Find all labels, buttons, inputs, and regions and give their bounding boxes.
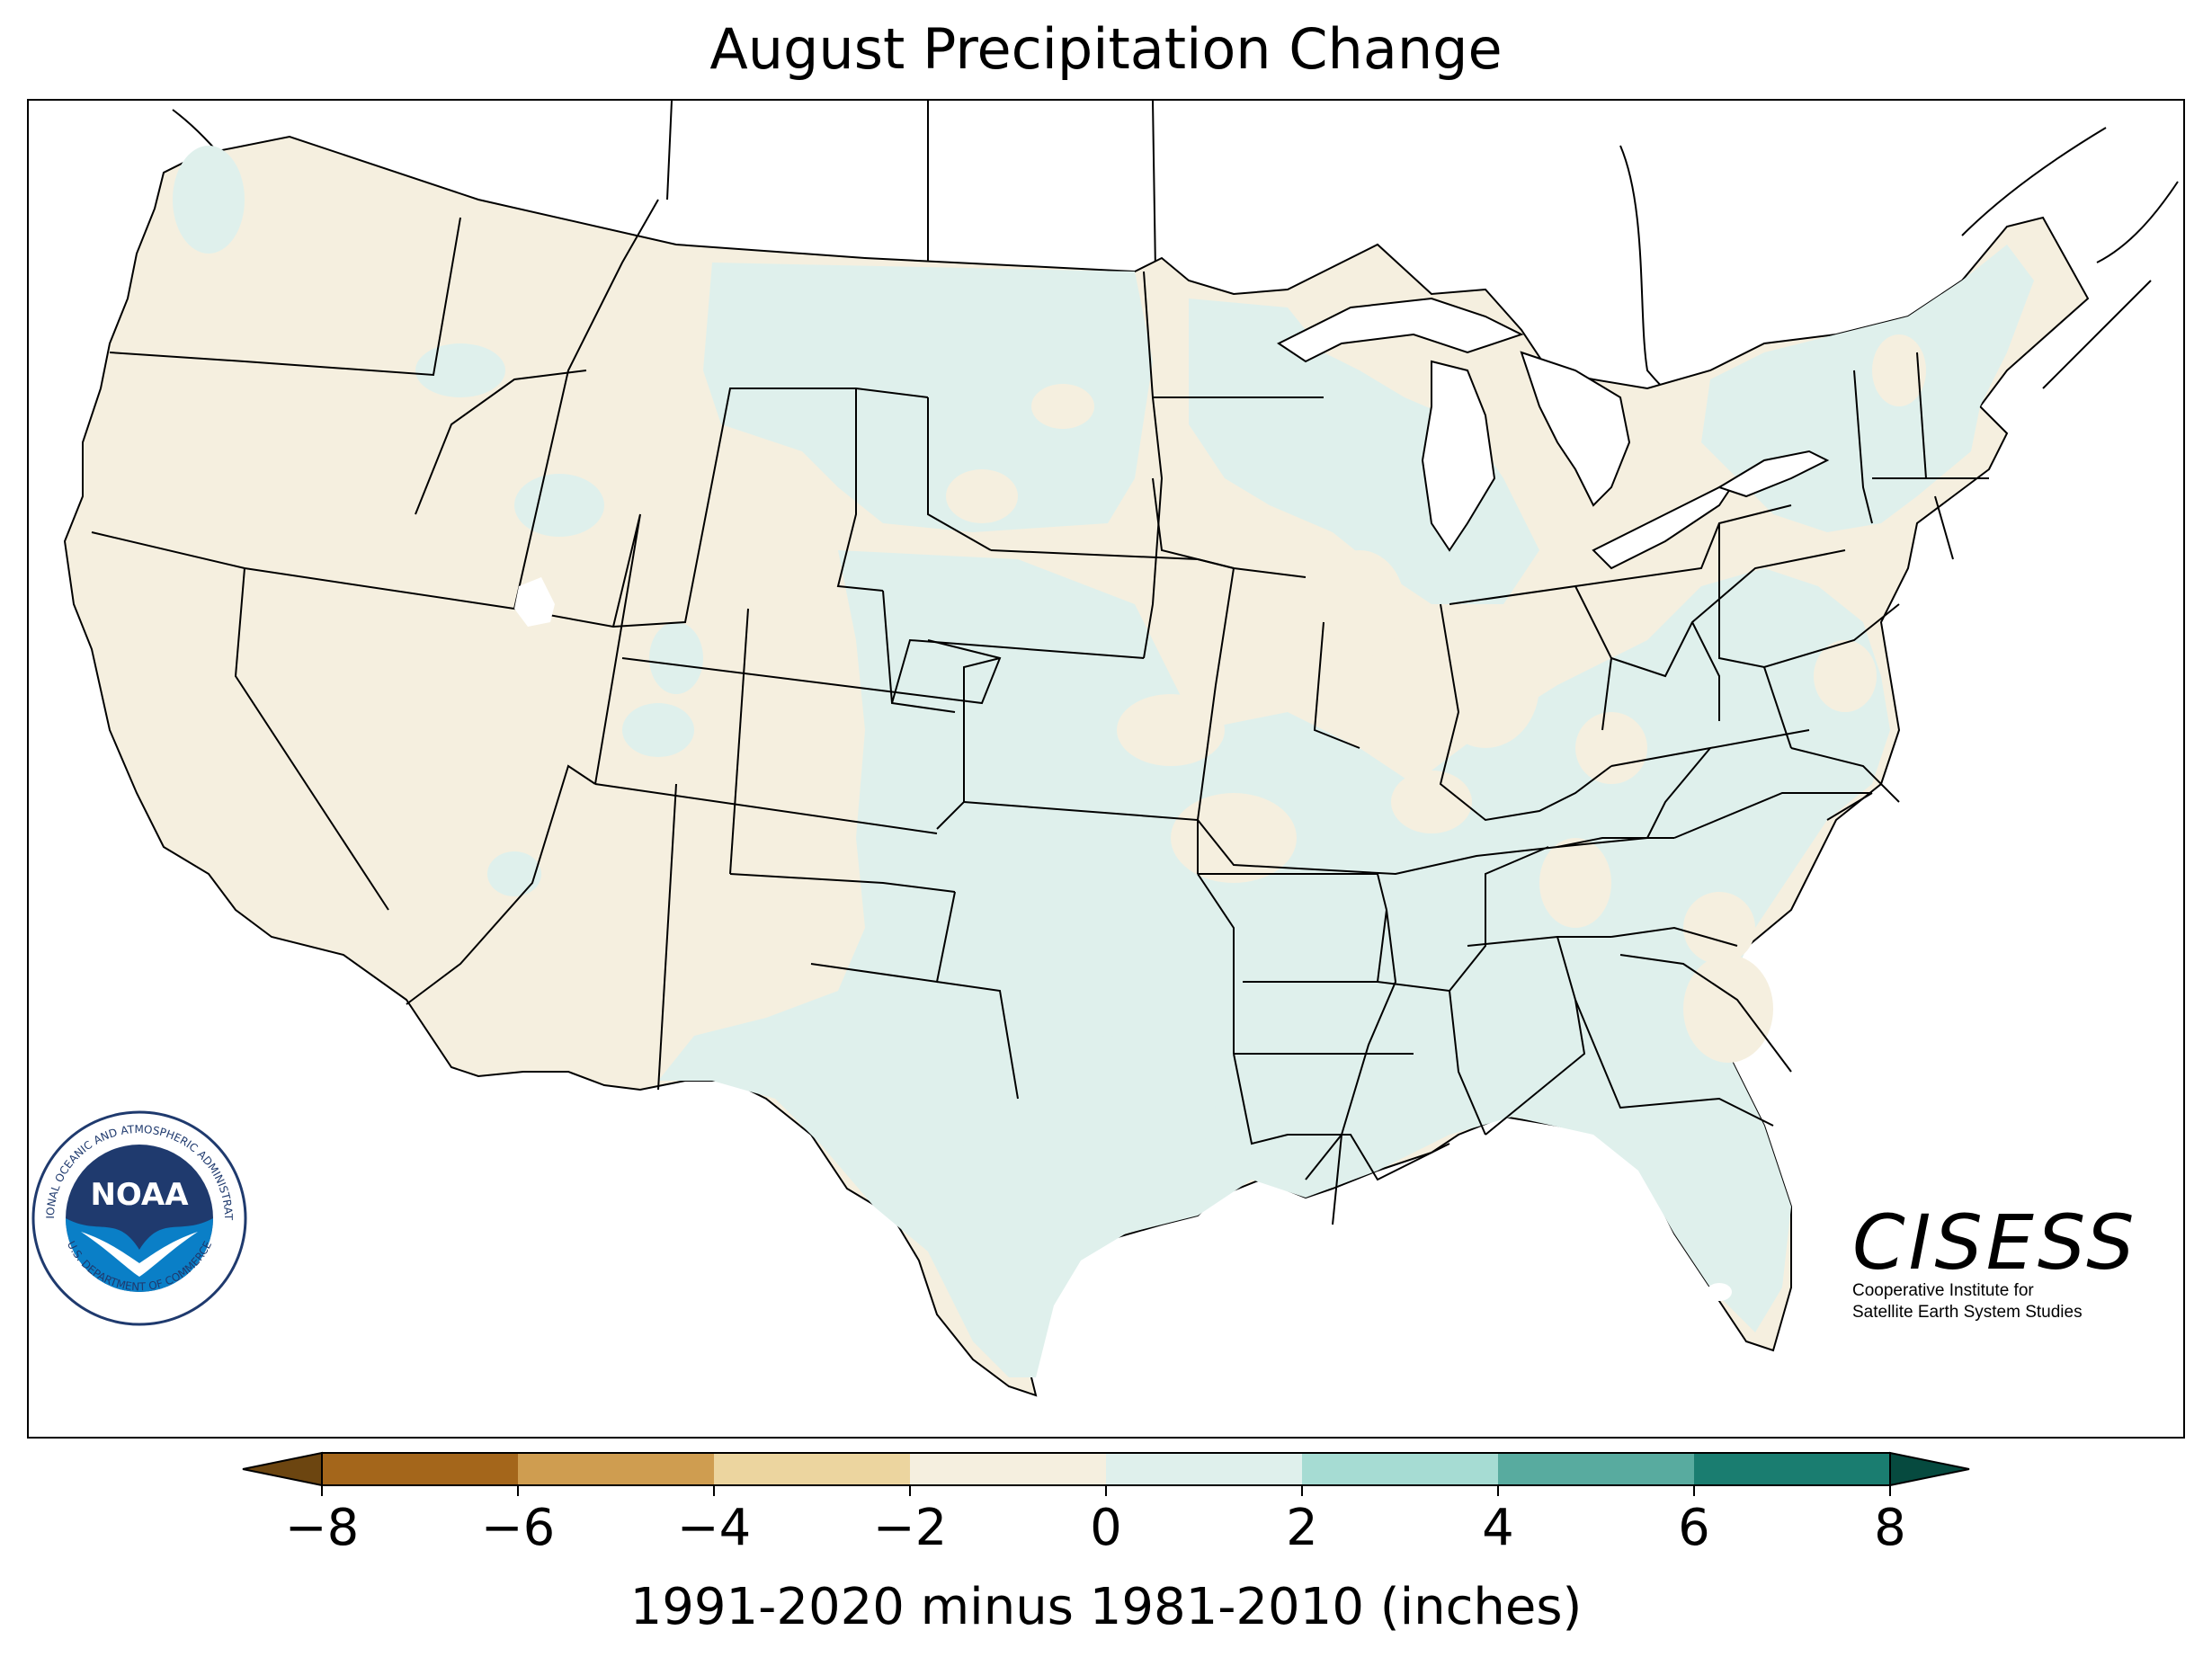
cisess-line1: Cooperative Institute for: [1852, 1281, 2034, 1300]
colorbar-ticks: −8 −6 −4 −2 0 2 4 6 8: [285, 1485, 1906, 1557]
colorbar-tick-label: 8: [1874, 1499, 1906, 1557]
cisess-logo: CISESS Cooperative Institute for Satelli…: [1852, 1205, 2158, 1323]
colorbar-tick-label: −6: [481, 1499, 556, 1557]
colorbar-bin-4: [1106, 1453, 1302, 1485]
us-map: [63, 101, 2179, 1397]
colorbar-tick-label: 2: [1286, 1499, 1318, 1557]
colorbar-bin-7: [1694, 1453, 1890, 1485]
map-title: August Precipitation Change: [709, 16, 1503, 82]
state-borders: [91, 199, 1989, 1225]
dry-patches: [946, 334, 1926, 1063]
colorbar-tick-label: 0: [1090, 1499, 1122, 1557]
colorbar-bin-3: [910, 1453, 1106, 1485]
noaa-seal-icon: NOAA NATIONAL OCEANIC AND ATMOSPHERIC AD…: [22, 1096, 247, 1326]
colorbar-over-arrow: [1889, 1451, 1970, 1487]
cisess-wordmark: CISESS: [1852, 1198, 2138, 1287]
noaa-text: NOAA: [90, 1177, 189, 1213]
great-lakes: [1277, 297, 1830, 570]
colorbar-tick-label: −4: [677, 1499, 752, 1557]
colorbar-label: 1991-2020 minus 1981-2010 (inches): [629, 1578, 1583, 1636]
colorbar-tick-label: −8: [285, 1499, 360, 1557]
colorbar-bin-5: [1302, 1453, 1498, 1485]
map-frame: [27, 99, 2185, 1439]
colorbar-bin-1: [518, 1453, 714, 1485]
noaa-logo: NOAA NATIONAL OCEANIC AND ATMOSPHERIC AD…: [22, 1096, 252, 1334]
great-salt-lake: [514, 577, 555, 627]
colorbar-tick-label: −2: [873, 1499, 948, 1557]
colorbar-bin-6: [1498, 1453, 1694, 1485]
colorbar-bin-0: [322, 1453, 518, 1485]
colorbar-under-arrow: [242, 1451, 323, 1487]
cisess-line2: Satellite Earth System Studies: [1852, 1302, 2083, 1322]
colorbar-tick-label: 6: [1678, 1499, 1710, 1557]
colorbar-bin-2: [714, 1453, 910, 1485]
colorbar-tick-label: 4: [1482, 1499, 1514, 1557]
lake-okeechobee: [1707, 1283, 1732, 1301]
colorbar: −8 −6 −4 −2 0 2 4 6 8: [242, 1451, 1970, 1557]
colorbar-bins: [322, 1453, 1890, 1485]
